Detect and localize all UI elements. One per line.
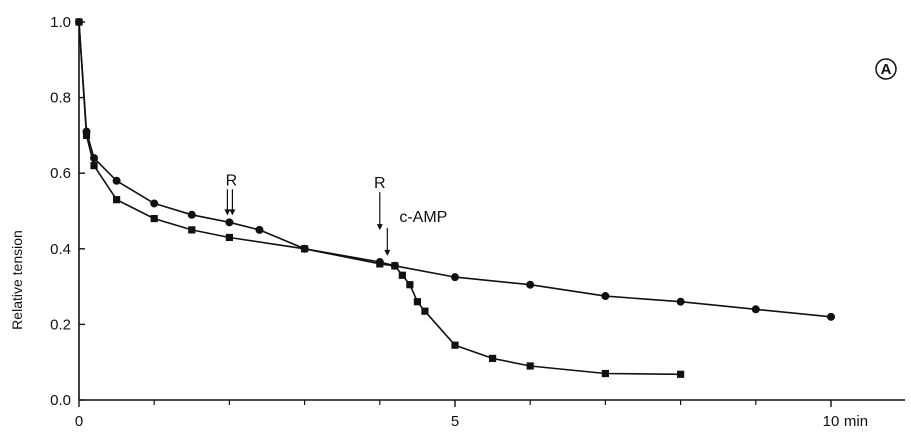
x-tick-label: 5 bbox=[451, 413, 459, 430]
series-1-point bbox=[526, 280, 535, 289]
series-2-point bbox=[451, 341, 459, 349]
series-2-point bbox=[376, 260, 384, 268]
y-tick-label: 0.6 bbox=[50, 165, 71, 182]
annotation-camp-label: c-AMP bbox=[399, 209, 447, 226]
panel-label-text: A bbox=[881, 61, 892, 78]
series-1-point bbox=[187, 210, 196, 219]
y-tick-label: 1.0 bbox=[50, 14, 71, 31]
panel-label-circle bbox=[875, 58, 897, 80]
series-2-point bbox=[406, 281, 414, 289]
annotation-camp-arrow-head bbox=[384, 249, 391, 256]
annotations: R Rc-AMP bbox=[224, 172, 447, 256]
markers bbox=[75, 18, 835, 378]
y-tick-label: 0.0 bbox=[50, 392, 71, 409]
series-2-point bbox=[489, 354, 497, 363]
series-2-point bbox=[113, 196, 121, 204]
panel-label: A bbox=[875, 58, 897, 80]
annotation-r-label: R bbox=[374, 175, 386, 192]
ticks: 0.0 0.2 0.4 0.6 0.8 1.0 0 5 10 bbox=[50, 14, 839, 430]
series-2-point bbox=[150, 214, 158, 223]
series-2-point bbox=[677, 370, 685, 378]
annotation-r-arrow-head bbox=[229, 209, 236, 216]
x-tick-label: 0 bbox=[75, 413, 83, 430]
x-tick-label: 10 bbox=[823, 413, 840, 430]
series-2-point bbox=[188, 226, 196, 234]
series-1-point bbox=[112, 176, 121, 185]
y-axis-label: Relative tension bbox=[9, 230, 25, 330]
series-2-point bbox=[601, 369, 609, 378]
annotation-r-arrow-head bbox=[224, 209, 231, 216]
annotation-r-arrow-head bbox=[376, 224, 383, 231]
x-axis-unit: min bbox=[844, 413, 868, 430]
series-1-point bbox=[751, 305, 760, 314]
series-1-line bbox=[78, 21, 832, 318]
y-tick-label: 0.2 bbox=[50, 316, 71, 333]
series-1-point bbox=[676, 297, 685, 306]
series-2-point bbox=[90, 162, 98, 170]
series-2-point bbox=[526, 362, 534, 370]
series-1-point bbox=[225, 218, 234, 227]
series-2-point bbox=[421, 307, 429, 315]
axes bbox=[78, 22, 905, 401]
series-1-point bbox=[255, 225, 264, 234]
series-lines bbox=[78, 21, 832, 376]
series-2-point bbox=[413, 298, 421, 306]
series-2-point bbox=[75, 18, 83, 26]
series-2-point bbox=[301, 245, 309, 253]
annotation-r-label: R bbox=[226, 172, 238, 189]
series-2-point bbox=[398, 271, 406, 279]
y-tick-label: 0.4 bbox=[50, 241, 71, 258]
series-1-point bbox=[150, 199, 159, 208]
series-2-point bbox=[225, 233, 233, 242]
series-1-point bbox=[451, 273, 459, 282]
series-2-point bbox=[391, 262, 399, 270]
series-2-point bbox=[82, 131, 91, 139]
series-1-point bbox=[601, 292, 610, 301]
series-1-point bbox=[90, 154, 99, 163]
series-1-point bbox=[827, 312, 835, 321]
y-tick-label: 0.8 bbox=[50, 90, 71, 107]
